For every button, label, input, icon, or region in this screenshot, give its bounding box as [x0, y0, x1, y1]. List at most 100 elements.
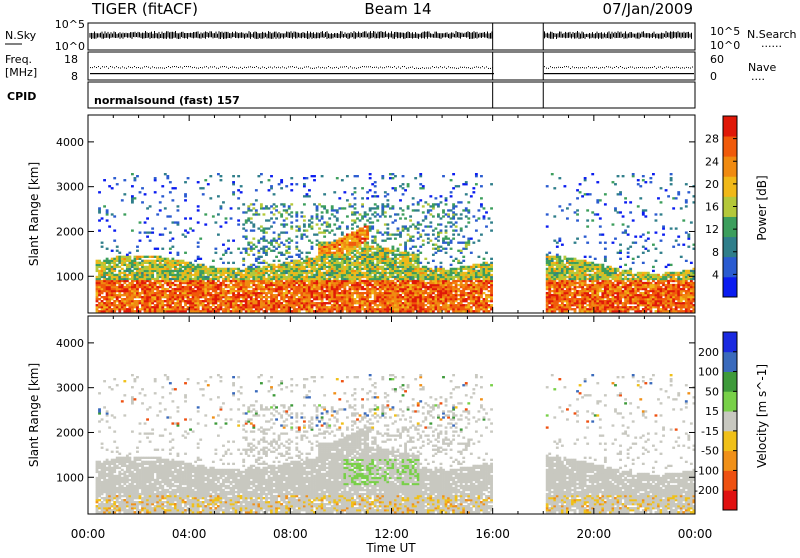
- power-cell: [326, 310, 329, 312]
- freq-sample: [292, 73, 294, 74]
- power-cell: [139, 284, 142, 286]
- power-cell: [174, 292, 177, 294]
- power-cell: [394, 268, 397, 270]
- power-cell: [255, 274, 258, 276]
- power-cell: [154, 270, 157, 272]
- power-cell: [321, 300, 324, 302]
- nave-sample: [188, 66, 189, 67]
- power-cell: [166, 260, 169, 262]
- power-cell: [146, 236, 149, 238]
- power-cell: [268, 300, 271, 302]
- power-cell: [359, 274, 362, 276]
- power-cell: [227, 304, 230, 306]
- power-cell: [250, 292, 253, 294]
- power-cell: [96, 306, 99, 308]
- power-cell: [341, 286, 344, 288]
- freq-sample: [238, 73, 240, 74]
- power-cell: [131, 229, 134, 231]
- power-cell: [250, 308, 253, 310]
- power-cell: [265, 227, 268, 229]
- power-cell: [118, 258, 121, 260]
- power-cell: [156, 296, 159, 298]
- power-cell: [386, 298, 389, 300]
- power-cell: [331, 304, 334, 306]
- nave-sample: [218, 68, 219, 69]
- power-cell: [346, 284, 349, 286]
- power-cell: [144, 262, 147, 264]
- power-cell: [136, 266, 139, 268]
- power-cell: [197, 298, 200, 300]
- freq-sample: [218, 73, 220, 74]
- power-cell: [371, 290, 374, 292]
- power-cell: [417, 201, 420, 203]
- power-cell: [252, 276, 255, 278]
- power-cell: [260, 207, 263, 209]
- power-cell: [106, 262, 109, 264]
- power-cell: [402, 260, 405, 262]
- power-cell: [101, 276, 104, 278]
- nave-sample: [138, 67, 139, 68]
- power-cell: [379, 310, 382, 312]
- power-cell: [202, 274, 205, 276]
- power-cell: [422, 298, 425, 300]
- nave-sample: [482, 66, 483, 67]
- power-cell: [321, 211, 324, 213]
- power-cell: [303, 290, 306, 292]
- power-cell: [270, 211, 273, 213]
- power-cell: [412, 272, 415, 274]
- power-cell: [295, 248, 298, 250]
- nave-sample: [268, 67, 269, 68]
- power-cell: [424, 284, 427, 286]
- power-cell: [268, 284, 271, 286]
- power-cell: [402, 306, 405, 308]
- power-cell: [134, 288, 137, 290]
- power-cell: [131, 308, 134, 310]
- power-cell: [313, 298, 316, 300]
- power-cell: [343, 282, 346, 284]
- power-cell: [290, 304, 293, 306]
- power-cell: [118, 260, 121, 262]
- freq-sample: [634, 73, 636, 74]
- power-cell: [402, 175, 405, 177]
- power-cell: [336, 288, 339, 290]
- freq-sample: [374, 73, 376, 74]
- power-cell: [207, 268, 210, 270]
- power-cell: [300, 284, 303, 286]
- power-cell: [227, 280, 230, 282]
- power-cell: [308, 189, 311, 191]
- power-cell: [341, 266, 344, 268]
- power-cell: [361, 215, 364, 217]
- freq-sample: [286, 73, 288, 74]
- power-cell: [179, 260, 182, 262]
- power-cell: [101, 246, 104, 248]
- power-cell: [351, 296, 354, 298]
- power-cell: [417, 268, 420, 270]
- power-cell: [359, 231, 362, 233]
- power-cell: [381, 272, 384, 274]
- freq-sample: [246, 73, 248, 74]
- power-cell: [250, 221, 253, 223]
- power-cell: [257, 280, 260, 282]
- power-cell: [354, 302, 357, 304]
- power-cell: [331, 209, 334, 211]
- power-cell: [338, 296, 341, 298]
- power-cell: [265, 270, 268, 272]
- power-cell: [364, 248, 367, 250]
- power-cell: [245, 278, 248, 280]
- power-cell: [392, 264, 395, 266]
- power-cell: [123, 292, 126, 294]
- power-cell: [349, 308, 352, 310]
- power-cell: [369, 268, 372, 270]
- power-cell: [381, 248, 384, 250]
- power-cell: [187, 266, 190, 268]
- power-cell: [349, 296, 352, 298]
- power-cell: [326, 288, 329, 290]
- power-cell: [156, 294, 159, 296]
- power-cell: [361, 272, 364, 274]
- power-cell: [103, 306, 106, 308]
- power-cell: [361, 268, 364, 270]
- power-cell: [255, 260, 258, 262]
- power-cell: [389, 173, 392, 175]
- power-cell: [141, 276, 144, 278]
- power-cell: [293, 286, 296, 288]
